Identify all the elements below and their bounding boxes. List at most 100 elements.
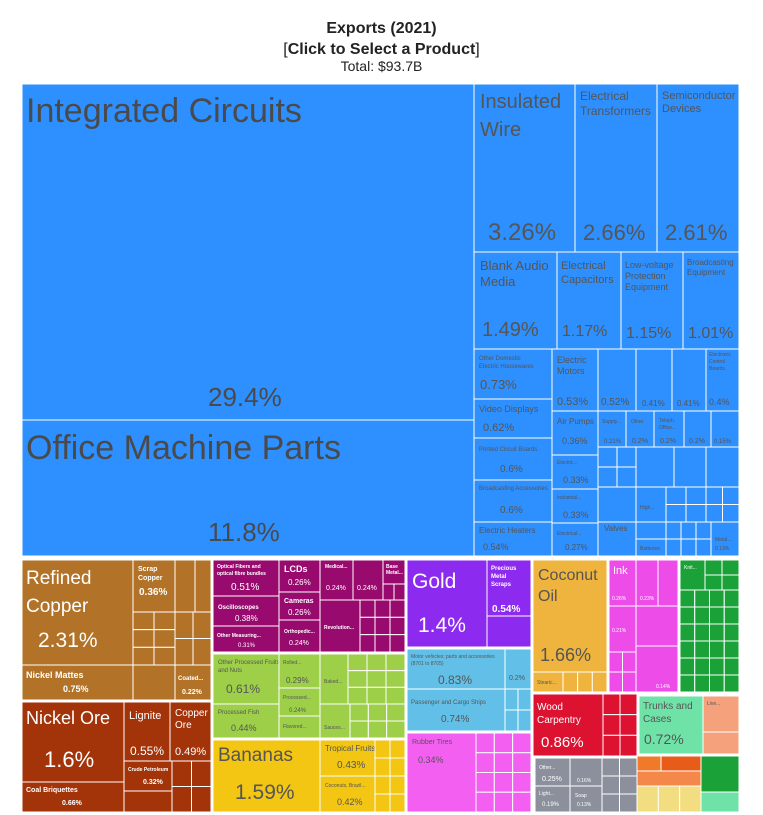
- tile-mineral-a[interactable]: [123, 790, 173, 813]
- tile-insulated-wire[interactable]: [473, 83, 576, 253]
- tile-printed-circuit-boards[interactable]: [473, 437, 553, 481]
- textile-grid-b-tile-3-2[interactable]: [723, 623, 740, 642]
- textile-grid-b-tile-1-1[interactable]: [694, 606, 710, 625]
- food-grid-b-tile-1-1[interactable]: [367, 720, 388, 739]
- food-grid-a-tile-1-2[interactable]: [366, 686, 387, 705]
- veg-grid-tile-1-3[interactable]: [389, 793, 406, 813]
- mineral-grid-tile-1-1[interactable]: [191, 786, 212, 813]
- metal-grid-b-tile-0-0[interactable]: [174, 611, 194, 639]
- chem-grid-tile-1-0[interactable]: [622, 651, 637, 673]
- tile-precious-a[interactable]: [486, 615, 532, 648]
- metal-grid-a-tile-0-1[interactable]: [132, 629, 155, 648]
- wood-grid-tile-0-2[interactable]: [602, 734, 621, 757]
- tile-textile-c[interactable]: [700, 755, 740, 793]
- elec-grid-d-tile-0-0[interactable]: [665, 521, 682, 540]
- textile-grid-a-tile-1-1[interactable]: [721, 574, 740, 591]
- tile-ic-small-a[interactable]: [597, 348, 637, 412]
- metal-grid-b-tile-1-0[interactable]: [192, 611, 212, 639]
- instr-grid-a-tile-0-0[interactable]: [359, 599, 376, 618]
- instr-grid-a-tile-2-2[interactable]: [389, 634, 406, 653]
- tile-coated[interactable]: [174, 664, 212, 701]
- select-product-link[interactable]: Click to Select a Product: [287, 41, 476, 58]
- textile-grid-b-tile-3-0[interactable]: [723, 589, 740, 608]
- paper-grid-tile-1-0[interactable]: [657, 785, 681, 813]
- tile-electrical-capacitors[interactable]: [556, 251, 622, 350]
- tile-integrated-circuits[interactable]: [21, 83, 475, 421]
- transport-grid-tile-1-0[interactable]: [517, 688, 532, 711]
- tile-broadcasting-equipment[interactable]: [682, 251, 740, 350]
- stone-grid-tile-0-0[interactable]: [601, 757, 620, 777]
- tile-chem-f[interactable]: [635, 605, 679, 647]
- metal-grid-b-tile-1-1[interactable]: [192, 638, 212, 666]
- metal-grid-a-tile-0-2[interactable]: [132, 646, 155, 666]
- food-grid-a-tile-0-0[interactable]: [347, 653, 368, 672]
- metal-grid-a-tile-1-2[interactable]: [153, 646, 176, 666]
- tile-coconut-oil[interactable]: [532, 559, 608, 673]
- tile-electrical-transformers[interactable]: [574, 83, 658, 253]
- transport-grid-tile-0-1[interactable]: [504, 709, 519, 732]
- plastics-grid-tile-0-2[interactable]: [475, 772, 495, 793]
- plastics-grid-tile-0-3[interactable]: [475, 791, 495, 813]
- tile-hides-b[interactable]: [700, 791, 740, 813]
- elec-grid-a-tile-1-0[interactable]: [616, 446, 637, 468]
- tile-stone-light[interactable]: [534, 785, 571, 813]
- elec-grid-b-tile-0-0[interactable]: [665, 486, 687, 505]
- instr-grid-b-tile-1-0[interactable]: [393, 583, 406, 601]
- elec-grid-a-tile-1-1[interactable]: [616, 466, 637, 488]
- tile-small-instr[interactable]: [352, 559, 384, 601]
- tile-elec-g2[interactable]: [673, 446, 707, 488]
- tile-crude-petroleum[interactable]: [123, 760, 173, 792]
- instr-grid-a-tile-0-2[interactable]: [359, 634, 376, 653]
- tile-domestic-housewares[interactable]: [473, 348, 553, 400]
- textile-grid-b-tile-1-5[interactable]: [694, 674, 710, 693]
- tile-electric-motors[interactable]: [551, 348, 599, 412]
- food-grid-a-tile-0-2[interactable]: [347, 686, 368, 705]
- elec-grid-c-tile-0-1[interactable]: [705, 504, 723, 523]
- wood-grid-tile-1-2[interactable]: [619, 734, 638, 757]
- transport-grid-tile-1-1[interactable]: [517, 709, 532, 732]
- elec-grid-d-tile-2-1[interactable]: [695, 538, 712, 557]
- tile-ships[interactable]: [406, 688, 506, 732]
- instr-grid-a-tile-1-1[interactable]: [374, 616, 391, 636]
- wood-grid-tile-1-0[interactable]: [619, 693, 638, 716]
- instr-grid-b-tile-0-0[interactable]: [382, 583, 395, 601]
- tile-gold[interactable]: [406, 559, 488, 648]
- tile-video-displays[interactable]: [473, 398, 553, 439]
- animal-veg-grid-tile-2-0[interactable]: [591, 671, 608, 693]
- tile-electrical-misc[interactable]: [551, 522, 599, 557]
- elec-grid-d-tile-0-1[interactable]: [665, 538, 682, 557]
- plastics-grid-tile-2-3[interactable]: [512, 791, 532, 813]
- tile-low-voltage[interactable]: [620, 251, 684, 350]
- paper-grid-tile-0-0[interactable]: [636, 785, 659, 813]
- tile-revolution[interactable]: [319, 599, 361, 653]
- textile-grid-b-tile-0-4[interactable]: [679, 657, 696, 676]
- food-grid-b-tile-1-0[interactable]: [367, 703, 388, 722]
- tile-processed-fish[interactable]: [212, 703, 280, 739]
- veg-grid-tile-1-1[interactable]: [389, 757, 406, 777]
- tile-tropical-fruits[interactable]: [319, 739, 376, 777]
- food-grid-b-tile-2-0[interactable]: [386, 703, 406, 722]
- chem-grid-tile-1-1[interactable]: [622, 671, 637, 693]
- tile-live[interactable]: [702, 695, 740, 733]
- tile-electric-heaters[interactable]: [473, 521, 553, 557]
- textile-grid-b-tile-2-5[interactable]: [709, 674, 725, 693]
- veg-grid-tile-0-3[interactable]: [374, 793, 391, 813]
- tile-orthopedic[interactable]: [278, 619, 321, 653]
- tile-valves[interactable]: [597, 521, 637, 557]
- plastics-grid-tile-0-0[interactable]: [475, 732, 495, 754]
- food-grid-a-tile-2-2[interactable]: [385, 686, 406, 705]
- instr-grid-a-tile-2-0[interactable]: [389, 599, 406, 618]
- textile-grid-b-tile-3-4[interactable]: [723, 657, 740, 676]
- plastics-grid-tile-1-1[interactable]: [493, 752, 514, 773]
- veg-grid-tile-1-0[interactable]: [389, 739, 406, 759]
- tile-elec-g4[interactable]: [597, 486, 637, 523]
- textile-grid-b-tile-0-1[interactable]: [679, 606, 696, 625]
- textile-grid-a-tile-0-0[interactable]: [704, 559, 723, 576]
- food-grid-a-tile-1-1[interactable]: [366, 670, 387, 688]
- elec-grid-d-tile-1-1[interactable]: [680, 538, 697, 557]
- textile-grid-b-tile-2-0[interactable]: [709, 589, 725, 608]
- elec-grid-b-tile-0-1[interactable]: [665, 504, 687, 523]
- product-selector[interactable]: [Click to Select a Product]: [0, 41, 763, 59]
- stone-grid-tile-0-1[interactable]: [601, 775, 620, 795]
- food-grid-a-tile-1-0[interactable]: [366, 653, 387, 672]
